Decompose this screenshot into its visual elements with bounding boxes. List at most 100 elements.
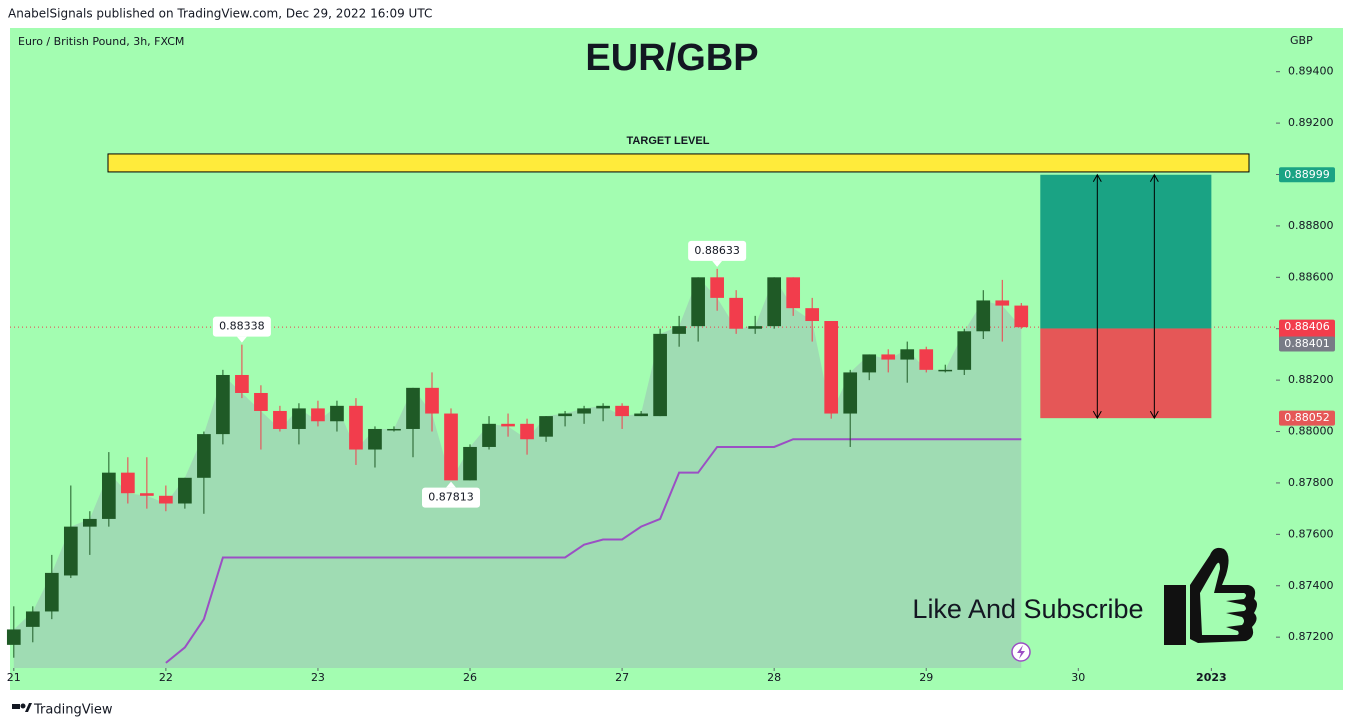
x-tick-label: 21 (7, 671, 21, 684)
candle-body (900, 349, 915, 360)
candle-body (938, 369, 953, 372)
candle-body (653, 333, 667, 417)
arrow-head (1092, 173, 1102, 420)
arrow-head (1149, 173, 1159, 420)
price-tag (1279, 336, 1335, 352)
y-tick-label: 0.87800 (1288, 476, 1334, 489)
candle-body (919, 349, 934, 370)
candle-body (805, 308, 820, 322)
y-tick-label: 0.89200 (1288, 116, 1334, 129)
target-zone (1040, 174, 1212, 329)
candle-body (691, 277, 705, 327)
candle-body (1014, 305, 1029, 328)
x-tick-label: 29 (919, 671, 933, 684)
price-callout (212, 316, 271, 337)
candle-body (976, 300, 991, 332)
promo-text: Like And Subscribe (912, 594, 1143, 624)
candle-body (216, 374, 230, 435)
candle-body (178, 477, 192, 504)
candle-body (63, 526, 78, 576)
trailing-line (165, 438, 1022, 664)
candle-body (634, 413, 648, 417)
candle-body (463, 446, 477, 481)
candle-body (995, 300, 1010, 306)
close-area (13, 277, 1022, 668)
candle-body (254, 392, 268, 411)
candle-body (387, 428, 401, 431)
price-callout-label: 0.87813 (428, 491, 474, 504)
target-level-band (107, 153, 1250, 173)
candle-body (368, 428, 382, 450)
stop-zone (1040, 328, 1212, 419)
candle-body (539, 416, 553, 437)
candle-body (824, 321, 839, 414)
price-tag (1279, 410, 1335, 426)
candle-body (159, 495, 173, 504)
price-callout-pointer (446, 481, 457, 488)
candle-body (349, 405, 363, 450)
price-tag-label: 0.88401 (1284, 337, 1330, 350)
chart-title: EUR/GBP (585, 37, 758, 79)
x-tick-label: 28 (767, 671, 781, 684)
candle-body (729, 297, 743, 329)
candle-body (273, 410, 287, 429)
thumbs-up-icon (1164, 547, 1257, 645)
target-level-label: TARGET LEVEL (627, 135, 710, 147)
candle-body (44, 572, 59, 612)
candle-body (140, 493, 154, 496)
candle-body (311, 408, 325, 422)
candle-body (748, 326, 762, 329)
y-tick-label: 0.88800 (1288, 219, 1334, 232)
x-tick-label: 23 (311, 671, 325, 684)
candle-body (425, 387, 439, 414)
candle-body (292, 408, 306, 429)
price-tag (1279, 167, 1335, 183)
candle-body (406, 387, 420, 429)
x-tick-label: 27 (615, 671, 629, 684)
footer-logo (12, 703, 32, 712)
publish-info: AnabelSignals published on TradingView.c… (8, 7, 432, 21)
x-tick-label: 22 (159, 671, 173, 684)
candle-body (6, 629, 21, 645)
candle-body (501, 423, 515, 427)
price-tag-label: 0.88999 (1284, 168, 1330, 181)
candle-body (121, 472, 135, 494)
y-tick-label: 0.87400 (1288, 579, 1334, 592)
currency: GBP (1290, 34, 1313, 47)
candle-body (102, 472, 116, 519)
candle-body (862, 354, 877, 373)
candle-body (82, 518, 97, 527)
footer-brand: TradingView (33, 703, 113, 718)
price-callout-pointer (236, 336, 247, 343)
price-callout (422, 487, 481, 508)
candle-body (444, 413, 458, 481)
candle-body (520, 423, 534, 440)
y-tick-label: 0.89400 (1288, 65, 1334, 78)
candle-body (710, 277, 724, 298)
y-tick-label: 0.87200 (1288, 630, 1334, 643)
candle-body (786, 277, 801, 309)
candle-body (615, 405, 629, 417)
candle-body (672, 326, 686, 334)
x-tick-label: 30 (1071, 671, 1085, 684)
candle-body (957, 331, 972, 370)
price-callout-label: 0.88633 (694, 244, 740, 257)
candle-body (197, 434, 211, 478)
price-callout (688, 240, 747, 261)
y-tick-label: 0.88000 (1288, 425, 1334, 438)
x-tick-label: 2023 (1196, 671, 1227, 684)
candle-body (577, 408, 591, 414)
candle-body (330, 405, 344, 422)
candle-body (558, 413, 572, 417)
lightning-icon (1011, 642, 1031, 662)
x-tick-label: 26 (463, 671, 477, 684)
price-tag-label: 0.88406 (1284, 320, 1330, 333)
candle-body (596, 405, 610, 409)
y-tick-label: 0.88200 (1288, 373, 1334, 386)
y-tick-label: 0.88600 (1288, 270, 1334, 283)
y-tick-label: 0.87600 (1288, 527, 1334, 540)
symbol-info: Euro / British Pound, 3h, FXCM (18, 35, 184, 48)
candle-body (25, 611, 40, 627)
candle-body (235, 374, 249, 393)
candle-body (767, 277, 782, 327)
